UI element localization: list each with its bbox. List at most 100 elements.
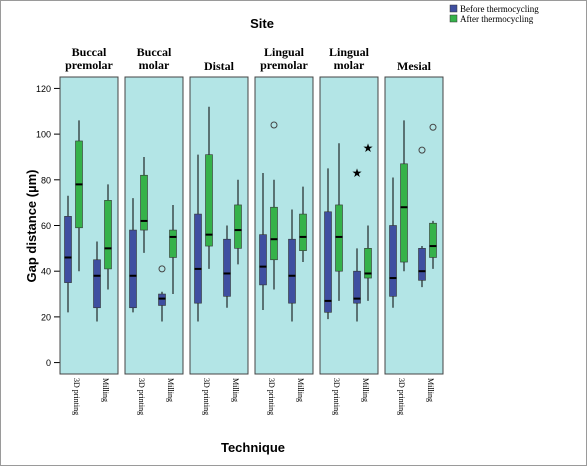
box-milling-after: ★ (363, 141, 374, 301)
box-iqr (324, 211, 332, 313)
legend-swatch (449, 4, 458, 13)
box-iqr (259, 234, 267, 286)
outlier-circle (429, 123, 437, 131)
box-iqr (129, 229, 137, 309)
chart-title: Site (250, 16, 274, 31)
box-milling-after (429, 123, 437, 269)
x-tick-label: 3D printing (267, 378, 276, 415)
x-tick-label: 3D printing (72, 378, 81, 415)
x-tick-label: 3D printing (202, 378, 211, 415)
x-tick-label: Milling (361, 378, 370, 402)
box-3d-printing-after (140, 156, 148, 253)
x-tick-label: Milling (296, 378, 305, 402)
box-iqr (104, 200, 112, 270)
box-iqr (270, 206, 278, 261)
box-milling-before (93, 241, 101, 322)
y-axis: 0 20 40 60 80 100 120 (36, 84, 60, 368)
x-tick-label: 3D printing (397, 378, 406, 415)
box-3d-printing-after (270, 121, 278, 290)
box-iqr (364, 248, 372, 279)
y-tick-label: 100 (36, 130, 51, 140)
box-3d-printing-before (129, 198, 137, 313)
panel-distal: Distal 3D printing Milling (189, 59, 249, 415)
box-iqr (140, 174, 148, 231)
box-milling-after (234, 179, 242, 265)
box-3d-printing-before (194, 154, 202, 322)
panel-site-label: Lingual (264, 45, 305, 59)
y-tick-label: 0 (46, 358, 51, 368)
x-tick-label: 3D printing (332, 378, 341, 415)
box-iqr (205, 154, 213, 247)
y-tick-label: 20 (41, 312, 51, 322)
panel-site-label: molar (334, 58, 365, 72)
panel-site-label: Buccal (137, 45, 172, 59)
box-milling-before: ★ (352, 166, 363, 322)
panel-site-label: Buccal (72, 45, 107, 59)
box-iqr (93, 259, 101, 309)
box-milling-before (158, 265, 166, 322)
box-iqr (429, 222, 437, 258)
box-3d-printing-after (205, 106, 213, 269)
box-iqr (223, 238, 231, 297)
box-milling-before (288, 209, 296, 322)
panel-mesial: Mesial 3D printing Milling (384, 59, 444, 415)
box-milling-after (169, 204, 177, 295)
y-tick-label: 120 (36, 84, 51, 94)
x-tick-label: Milling (231, 378, 240, 402)
x-tick-label: Milling (166, 378, 175, 402)
y-tick-label: 80 (41, 175, 51, 185)
outlier-circle (158, 265, 166, 273)
panel-site-label: premolar (65, 58, 113, 72)
x-axis-title: Technique (221, 440, 285, 455)
panel-site-label: molar (139, 58, 170, 72)
legend-label: After thermocycling (460, 14, 534, 24)
box-milling-before (223, 225, 231, 308)
box-milling-after (104, 184, 112, 290)
box-3d-printing-after (75, 120, 83, 272)
panel-site-label: premolar (260, 58, 308, 72)
panel-site-label: Distal (204, 59, 235, 73)
box-3d-printing-before (259, 172, 267, 311)
legend-swatch (449, 14, 458, 23)
box-iqr (158, 293, 166, 306)
box-3d-printing-before (64, 195, 72, 313)
box-3d-printing-before (389, 177, 397, 308)
box-iqr (389, 225, 397, 297)
outlier-circle (418, 146, 426, 154)
x-tick-label: 3D printing (137, 378, 146, 415)
y-tick-label: 60 (41, 221, 51, 231)
box-iqr (353, 270, 361, 304)
box-milling-after (299, 186, 307, 263)
panel-background (124, 76, 184, 375)
box-3d-printing-before (324, 168, 332, 320)
x-tick-label: Milling (101, 378, 110, 402)
box-iqr (299, 213, 307, 251)
outlier-star: ★ (363, 141, 374, 155)
panel-site-label: Lingual (329, 45, 370, 59)
box-iqr (194, 213, 202, 304)
y-tick-label: 40 (41, 267, 51, 277)
box-iqr (234, 204, 242, 249)
box-iqr (288, 238, 296, 304)
outlier-star: ★ (352, 166, 363, 180)
box-iqr (400, 163, 408, 263)
x-tick-label: Milling (426, 378, 435, 402)
box-3d-printing-after (400, 120, 408, 272)
box-iqr (418, 248, 426, 281)
box-iqr (64, 216, 72, 283)
box-iqr (335, 204, 343, 272)
panel-site-label: Mesial (397, 59, 432, 73)
box-3d-printing-after (335, 143, 343, 301)
legend-label: Before thermocycling (460, 4, 539, 14)
y-axis-title: Gap distance (µm) (24, 170, 39, 283)
box-milling-before (418, 146, 426, 288)
box-iqr (169, 229, 177, 258)
outlier-circle (270, 121, 278, 129)
